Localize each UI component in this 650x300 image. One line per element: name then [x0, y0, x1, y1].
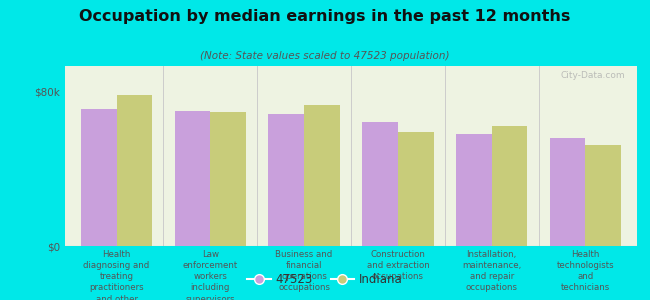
- Bar: [586, 146, 621, 246]
- Bar: [304, 105, 340, 246]
- Bar: [175, 110, 211, 246]
- Text: (Note: State values scaled to 47523 population): (Note: State values scaled to 47523 popu…: [200, 51, 450, 61]
- Legend: 47523, Indiana: 47523, Indiana: [242, 269, 408, 291]
- Bar: [491, 126, 527, 246]
- Text: Occupation by median earnings in the past 12 months: Occupation by median earnings in the pas…: [79, 9, 571, 24]
- Bar: [398, 132, 434, 246]
- Text: City-Data.com: City-Data.com: [561, 71, 625, 80]
- Bar: [550, 138, 586, 246]
- Bar: [268, 114, 304, 246]
- Bar: [116, 95, 152, 246]
- Bar: [211, 112, 246, 246]
- Bar: [456, 134, 491, 246]
- Bar: [362, 122, 398, 246]
- Bar: [81, 109, 116, 246]
